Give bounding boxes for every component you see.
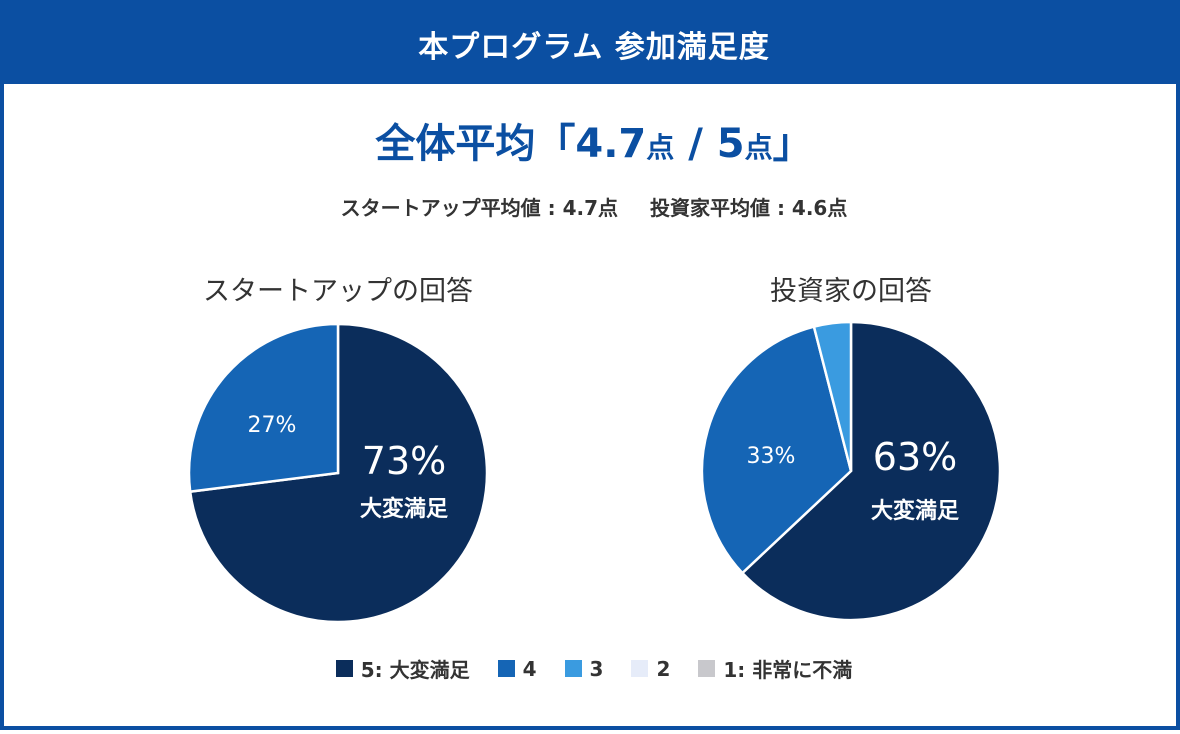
startup-average: スタートアップ平均値 : 4.7点 [340,196,618,220]
slice-label-main: 63% [873,435,957,479]
legend-item: 4 [497,656,537,681]
pie-slice [187,322,340,494]
headline-score: 4.7 [575,121,647,167]
legend-swatch [564,660,582,677]
legend-label: 5: 大変満足 [360,658,470,682]
legend: 5: 大変満足 4 3 2 1: 非常に不満 [4,654,1180,683]
headline-max: 5 [716,121,745,167]
legend-swatch [631,660,649,677]
headline-suffix: 」 [772,121,813,167]
banner: 本プログラム 参加満足度 [4,4,1180,84]
headline-unit-1: 点 [646,131,675,164]
banner-title: 本プログラム 参加満足度 [418,30,770,65]
headline-unit-2: 点 [744,131,773,164]
startup-pie-title: スタートアップの回答 [203,276,473,307]
legend-item: 5: 大変満足 [335,654,470,683]
legend-label: 4 [522,656,537,681]
slice-label-highlight: 大変満足 [871,498,959,524]
legend-swatch [335,660,353,677]
pie-slice [812,320,853,472]
investor-pie-title: 投資家の回答 [770,276,932,307]
headline-prefix: 全体平均「 [375,121,576,167]
legend-item: 2 [631,657,670,681]
slice-label-secondary: 27% [248,413,297,438]
slice-label-highlight: 大変満足 [360,496,448,522]
subline: スタートアップ平均値 : 4.7点 投資家平均値 : 4.6点 [4,192,1180,221]
legend-item: 3 [564,656,604,681]
pie-slice [700,325,853,575]
slice-label-secondary: 33% [747,444,796,469]
legend-label: 3 [589,656,604,681]
legend-swatch [497,660,515,677]
investor-average: 投資家平均値 : 4.6点 [650,196,848,220]
headline: 全体平均「4.7点 / 5点」 [4,114,1180,178]
legend-item: 1: 非常に不満 [698,654,852,683]
legend-swatch [698,660,716,677]
pie-slice [740,320,1002,622]
legend-label: 1: 非常に不満 [723,658,853,682]
pie-charts: 73% 大変満足 27% 63% 大変満足 33% [187,320,1002,624]
slice-label-main: 73% [362,439,446,483]
headline-separator: / [674,121,717,167]
legend-label: 2 [656,656,671,681]
